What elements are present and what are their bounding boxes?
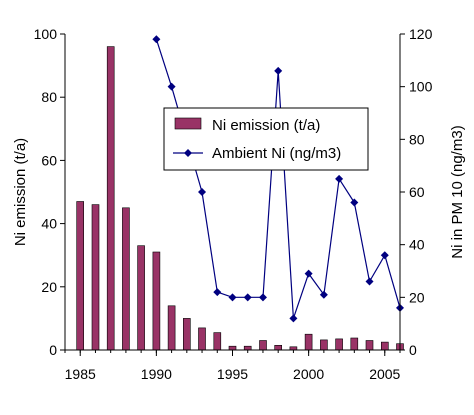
bar <box>335 338 343 351</box>
line-point <box>380 251 389 260</box>
line-point <box>152 35 161 44</box>
line-point <box>198 188 207 196</box>
line-point <box>289 314 298 323</box>
bar <box>76 201 84 351</box>
line-point <box>335 174 344 183</box>
x-tick-label: 2005 <box>369 366 400 382</box>
bar <box>243 345 252 351</box>
bar <box>167 305 176 351</box>
legend-bar-swatch <box>174 117 202 130</box>
bar <box>198 327 206 351</box>
line-point <box>319 290 328 299</box>
y-left-tick-label: 60 <box>41 152 57 168</box>
line-point <box>350 198 359 207</box>
ambient-ni-line <box>155 39 401 319</box>
bar <box>106 46 115 351</box>
bar <box>304 333 313 351</box>
line-point <box>258 293 267 302</box>
bar <box>274 344 283 351</box>
y-left-tick-label: 20 <box>41 279 57 295</box>
y-right-tick-label: 0 <box>409 342 417 358</box>
x-tick-label: 1990 <box>141 366 172 382</box>
bar <box>380 341 389 351</box>
bar <box>365 340 374 351</box>
x-tick-label: 1985 <box>65 366 96 382</box>
y-right-tick-label: 80 <box>409 131 425 147</box>
bar <box>228 345 237 351</box>
line-point <box>243 293 252 302</box>
line-point <box>167 82 176 91</box>
line-point <box>213 288 222 297</box>
y-left-tick-label: 40 <box>41 216 57 232</box>
y-right-tick-label: 60 <box>409 184 425 200</box>
bar <box>137 245 145 351</box>
y-right-tick-label: 100 <box>409 79 433 95</box>
y-right-axis-title: Ni in PM 10 (ng/m3) <box>449 125 466 258</box>
legend-label-ambient: Ambient Ni (ng/m3) <box>212 145 341 162</box>
legend-marker <box>184 149 192 157</box>
y-right-tick-label: 20 <box>409 289 425 305</box>
axes: 0 20 40 60 80 100 0 20 40 60 80 100 120 1985 1990 1995 2… <box>12 26 466 382</box>
legend: Ni emission (t/a) Ambient Ni (ng/m3) <box>163 107 369 171</box>
line-series <box>152 35 404 323</box>
bar <box>122 207 130 351</box>
line-point <box>365 277 374 286</box>
y-left-axis-title: Ni emission (t/a) <box>12 138 29 246</box>
bar <box>152 251 161 351</box>
y-left-tick-label: 0 <box>49 342 57 358</box>
x-tick-label: 1995 <box>217 366 248 382</box>
y-left-tick-label: 80 <box>41 89 57 105</box>
bar <box>213 332 222 351</box>
x-tick-label: 2000 <box>293 366 324 382</box>
bar <box>350 337 359 351</box>
bar <box>91 204 100 351</box>
line-point <box>304 269 313 278</box>
y-left-tick-label: 100 <box>34 26 58 42</box>
line-point <box>228 293 237 302</box>
bar <box>183 318 191 351</box>
y-right-tick-label: 120 <box>409 26 433 42</box>
legend-label-emission: Ni emission (t/a) <box>212 117 320 134</box>
bar <box>259 340 267 351</box>
bar-series <box>76 46 404 351</box>
line-point <box>274 66 283 75</box>
y-right-tick-label: 40 <box>409 237 425 253</box>
bar <box>320 339 328 351</box>
